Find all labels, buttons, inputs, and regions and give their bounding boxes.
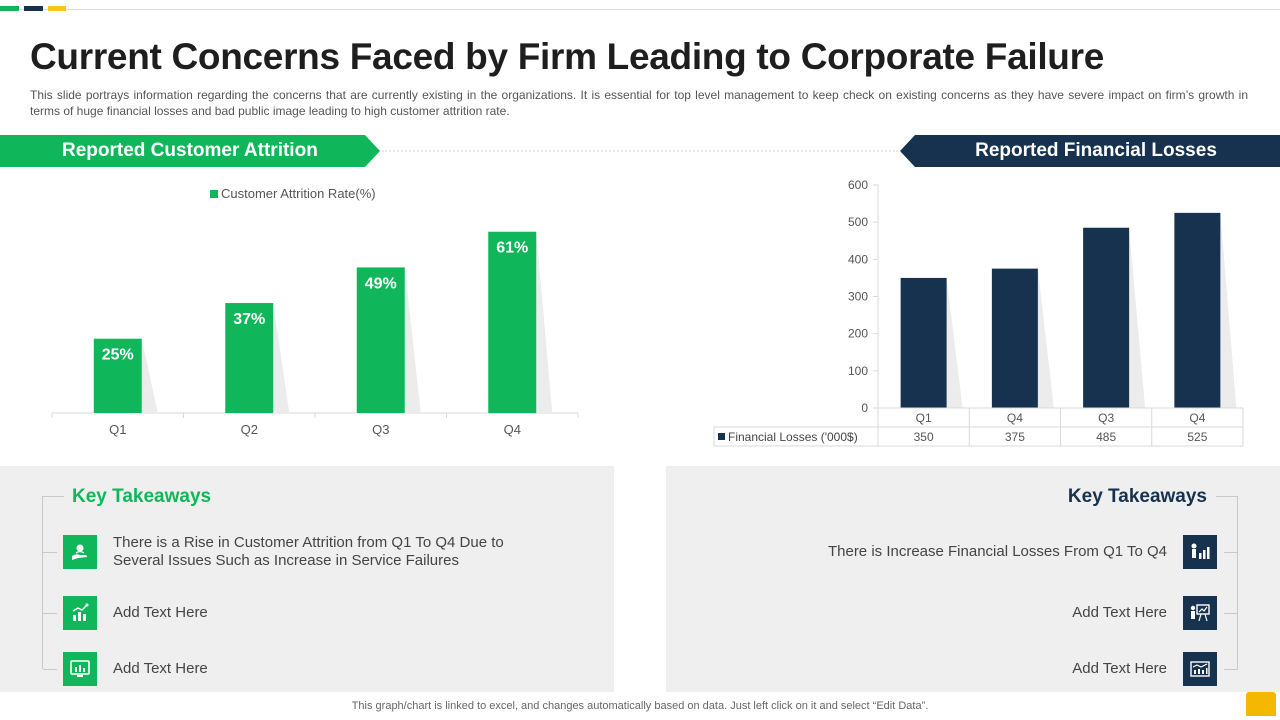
losses-y-tick-label: 600 [848, 178, 868, 192]
losses-series-label: Financial Losses ('000$) [728, 430, 858, 444]
attrition-legend[interactable]: Customer Attrition Rate(%) [210, 186, 376, 201]
attrition-bar-shadow [273, 303, 290, 413]
right-takeaway-1: There is Increase Financial Losses From … [827, 543, 1167, 560]
attrition-data-label: 25% [102, 347, 134, 364]
attrition-category-label: Q1 [109, 422, 126, 437]
attrition-category-label: Q2 [241, 422, 258, 437]
attrition-bar-shadow [141, 338, 158, 413]
left-takeaways-bracket [42, 496, 64, 669]
left-takeaway-1: There is a Rise in Customer Attrition fr… [113, 534, 504, 570]
accent-bar-yellow [48, 6, 66, 11]
corner-tab [1246, 692, 1276, 716]
losses-y-tick-label: 300 [848, 290, 868, 304]
attrition-bar-shadow [536, 231, 553, 413]
right-key-takeaways-heading: Key Takeaways [1061, 486, 1213, 508]
customer-hand-icon [63, 535, 97, 569]
attrition-category-label: Q4 [504, 422, 521, 437]
footer-note: This graph/chart is linked to excel, and… [351, 700, 929, 712]
losses-y-tick-label: 200 [848, 327, 868, 341]
losses-bar-shadow [1220, 212, 1237, 408]
losses-legend-swatch [718, 433, 725, 440]
top-divider [0, 9, 1280, 10]
losses-value-label: 525 [1187, 430, 1207, 444]
attrition-bar[interactable] [356, 267, 405, 413]
easel-chart-icon [1183, 596, 1217, 630]
left-takeaway-2: Add Text Here [113, 604, 208, 621]
attrition-bar[interactable] [93, 338, 142, 413]
bracket-tick [43, 613, 57, 614]
banner-dotted-connector [382, 150, 898, 152]
bracket-tick [1224, 613, 1238, 614]
losses-banner: Reported Financial Losses [900, 135, 1280, 167]
attrition-bar-shadow [404, 267, 421, 413]
bracket-tick [43, 669, 57, 670]
presenter-chart-icon [1183, 535, 1217, 569]
losses-bar-shadow [1037, 268, 1054, 408]
report-chart-icon [1183, 652, 1217, 686]
losses-category-label: Q4 [1189, 411, 1205, 425]
accent-bar-navy [24, 6, 43, 11]
attrition-legend-label: Customer Attrition Rate(%) [221, 186, 376, 201]
losses-y-tick-label: 100 [848, 364, 868, 378]
left-key-takeaways-heading: Key Takeaways [66, 486, 218, 508]
attrition-category-label: Q3 [372, 422, 389, 437]
losses-value-label: 375 [1005, 430, 1025, 444]
left-takeaway-3: Add Text Here [113, 660, 208, 677]
page-title: Current Concerns Faced by Firm Leading t… [30, 36, 1104, 77]
attrition-data-label: 61% [496, 240, 528, 257]
bracket-tick [1224, 669, 1238, 670]
left-takeaway-1-line2: Several Issues Such as Increase in Servi… [113, 552, 459, 569]
left-takeaway-1-line1: There is a Rise in Customer Attrition fr… [113, 534, 504, 551]
monitor-chart-icon [63, 652, 97, 686]
losses-value-label: 485 [1096, 430, 1116, 444]
losses-category-label: Q1 [916, 411, 932, 425]
losses-bar[interactable] [1083, 227, 1130, 408]
losses-category-label: Q4 [1007, 411, 1023, 425]
attrition-data-label: 37% [233, 311, 265, 328]
losses-data-table: Q1 350 Q4 375 Q3 485 Q4 525 Financial Losses ('0… [713, 407, 1244, 447]
accent-bar-green [0, 6, 19, 11]
bracket-tick [43, 552, 57, 553]
growth-chart-icon [63, 596, 97, 630]
losses-bar-shadow [1129, 227, 1146, 408]
bracket-tick [1224, 552, 1238, 553]
page-subtitle: This slide portrays information regardin… [30, 88, 1248, 118]
losses-category-label: Q3 [1098, 411, 1114, 425]
losses-bar-shadow [946, 277, 963, 408]
right-takeaways-bracket [1216, 496, 1238, 669]
losses-y-tick-label: 500 [848, 215, 868, 229]
right-takeaway-2: Add Text Here [1072, 604, 1167, 621]
attrition-banner: Reported Customer Attrition [0, 135, 380, 167]
losses-y-tick-label: 400 [848, 252, 868, 266]
attrition-bar[interactable] [488, 231, 537, 413]
losses-bar[interactable] [1174, 212, 1221, 408]
right-takeaway-3: Add Text Here [1072, 660, 1167, 677]
losses-bar[interactable] [900, 277, 947, 408]
losses-y-tick-label: 0 [861, 401, 868, 415]
attrition-bar[interactable] [225, 303, 274, 413]
losses-value-label: 350 [914, 430, 934, 444]
losses-bar[interactable] [991, 268, 1038, 408]
attrition-data-label: 49% [365, 275, 397, 292]
attrition-legend-swatch [210, 189, 218, 198]
